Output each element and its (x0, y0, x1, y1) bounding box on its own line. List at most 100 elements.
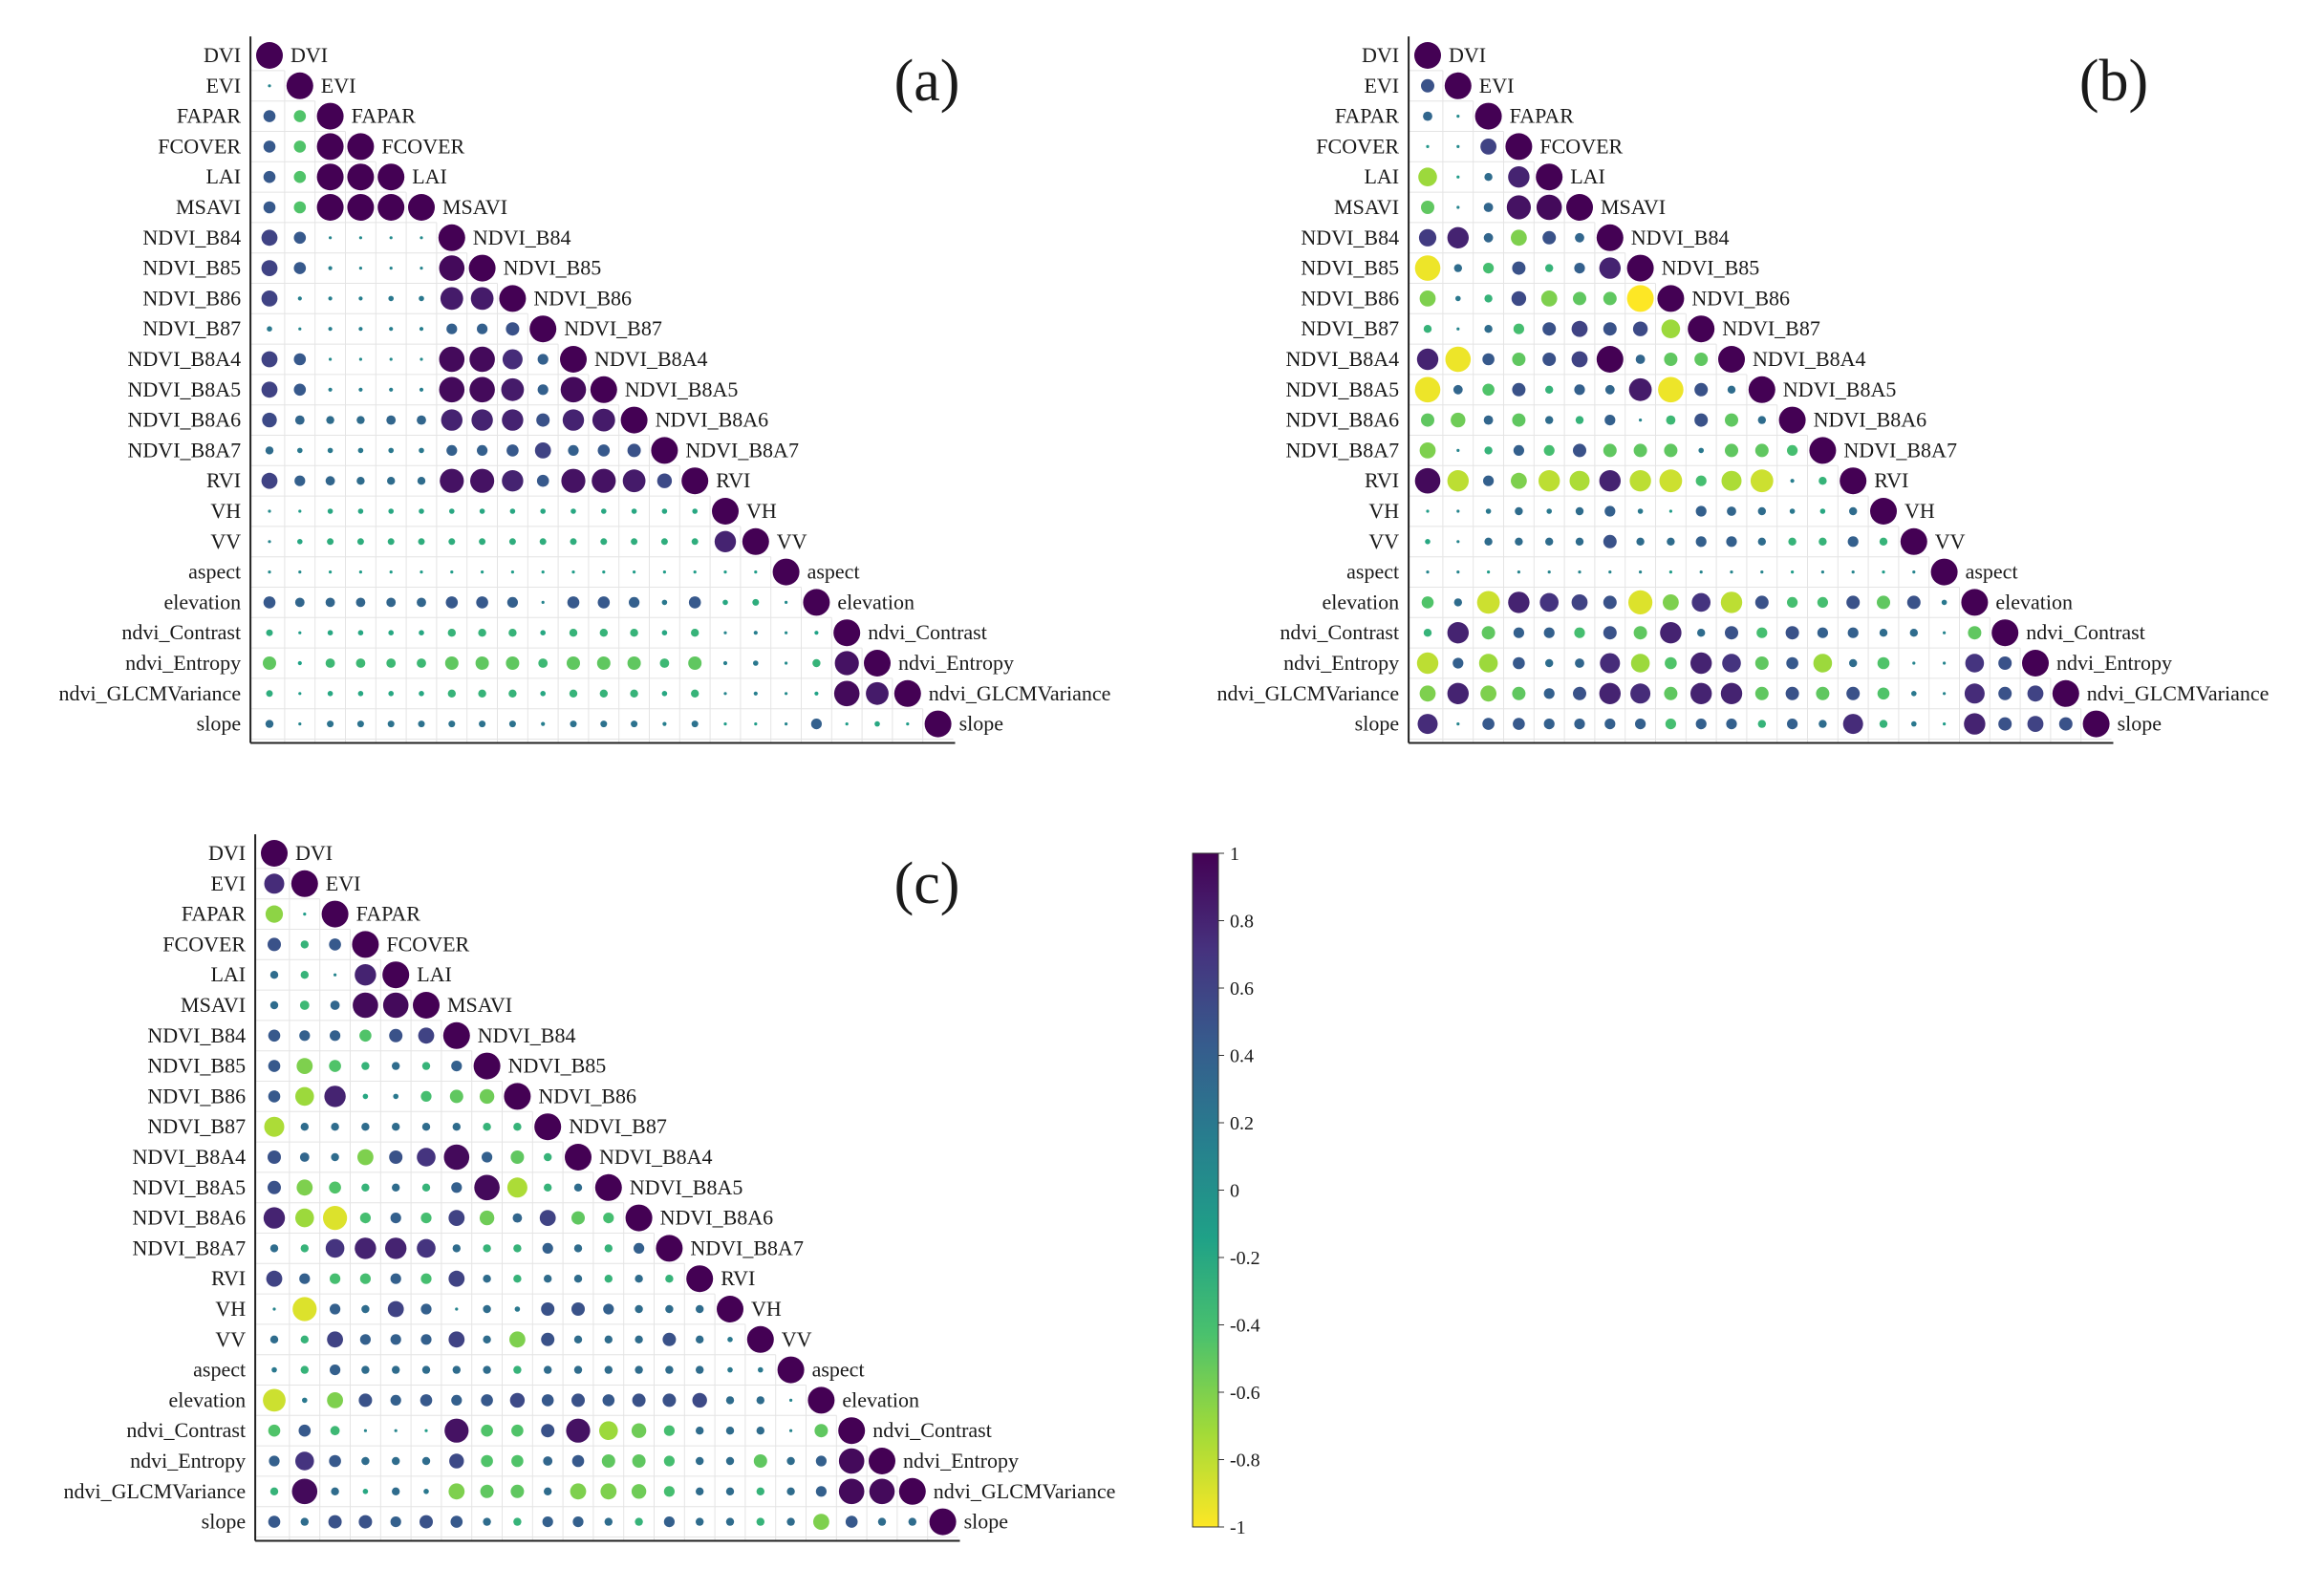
corr-cell (511, 1424, 524, 1437)
corr-cell (448, 1483, 465, 1500)
corr-cell (502, 409, 524, 431)
corr-cell (625, 1204, 653, 1232)
corr-cell (268, 1090, 281, 1103)
corr-cell (1423, 629, 1432, 637)
corr-cell (1943, 722, 1947, 726)
diagonal-label: NDVI_B84 (473, 226, 571, 249)
corr-cell (1941, 599, 1947, 606)
corr-cell (390, 1213, 401, 1224)
corr-cell (1508, 591, 1530, 613)
corr-cell (420, 1334, 432, 1345)
corr-cell (627, 443, 641, 458)
corr-cell (1694, 353, 1709, 366)
corr-cell (1664, 353, 1678, 366)
corr-cell (1906, 595, 1921, 610)
row-label: EVI (1364, 74, 1399, 97)
corr-cell (1879, 720, 1888, 728)
corr-cell (753, 660, 759, 666)
row-label: FAPAR (177, 104, 242, 128)
corr-cell (1727, 385, 1736, 394)
corr-cell (506, 1177, 527, 1198)
corr-cell (1842, 714, 1863, 735)
corr-cell (1998, 717, 2012, 731)
corr-cell (1912, 570, 1916, 574)
corr-cell (392, 1456, 400, 1466)
diagonal-label: elevation (837, 590, 915, 613)
corr-cell (508, 689, 517, 698)
corr-cell (1847, 627, 1859, 638)
corr-cell (392, 1123, 400, 1131)
corr-cell (1421, 78, 1434, 93)
corr-cell (421, 1183, 431, 1193)
corr-cell (1483, 475, 1495, 486)
diagonal-label: FCOVER (386, 932, 469, 956)
corr-cell (420, 1515, 433, 1529)
corr-cell (331, 1487, 339, 1496)
corr-cell (604, 1517, 613, 1526)
row-label: EVI (210, 871, 246, 895)
corr-cell (1785, 626, 1799, 640)
corr-cell (1423, 111, 1432, 121)
corr-cell (334, 973, 337, 977)
corr-cell (661, 508, 668, 514)
corr-cell (268, 1029, 281, 1042)
corr-cell (631, 1484, 647, 1499)
corr-cell (1909, 629, 1919, 637)
corr-cell (600, 538, 608, 546)
panel-label: (b) (2079, 49, 2148, 114)
corr-cell (298, 722, 302, 726)
corr-cell (476, 596, 488, 609)
corr-cell (475, 656, 489, 670)
corr-cell (1748, 376, 1775, 403)
corr-cell (1456, 722, 1460, 726)
corr-cell (1542, 230, 1557, 245)
corr-cell (1511, 290, 1527, 307)
corr-cell (1540, 290, 1558, 307)
corr-cell (756, 1396, 764, 1405)
corr-cell (1720, 682, 1743, 704)
colorbar-tick-label: -0.8 (1230, 1451, 1260, 1472)
corr-cell (789, 1429, 793, 1432)
corr-cell (1604, 719, 1616, 730)
corr-cell (449, 1453, 464, 1469)
corr-cell (536, 474, 549, 487)
corr-cell (1599, 470, 1622, 492)
corr-cell (604, 1365, 613, 1374)
corr-cell (631, 1423, 647, 1438)
corr-cell (534, 1113, 562, 1141)
corr-cell (300, 1244, 309, 1253)
corr-cell (439, 376, 465, 403)
row-label: elevation (163, 590, 241, 613)
corr-cell (268, 1424, 281, 1437)
corr-cell (814, 1424, 828, 1438)
corr-cell (347, 194, 375, 221)
corr-cell (261, 472, 278, 489)
diagonal-label: NDVI_B87 (564, 316, 662, 340)
corr-cell (604, 1275, 613, 1283)
corr-cell (298, 692, 302, 696)
corr-cell (356, 538, 364, 546)
corr-cell (265, 446, 274, 455)
corr-cell (479, 508, 485, 514)
corr-cell (814, 631, 819, 635)
corr-cell (1968, 626, 1982, 640)
corr-cell (696, 1487, 704, 1496)
corr-cell (1718, 346, 1745, 373)
corr-cell (1637, 508, 1644, 514)
corr-cell (358, 327, 363, 332)
corr-cell (663, 1455, 676, 1467)
corr-cell (1483, 232, 1494, 243)
row-label: DVI (208, 841, 246, 865)
corr-cell (421, 1123, 431, 1131)
corr-cell (569, 629, 578, 637)
corr-cell (1722, 654, 1741, 673)
corr-cell (1536, 163, 1563, 191)
corr-cell (298, 1424, 312, 1437)
corr-cell (603, 1303, 614, 1315)
row-label: NDVI_B8A7 (133, 1236, 247, 1259)
corr-cell (390, 1273, 401, 1284)
corr-cell (327, 538, 334, 546)
corr-cell (389, 327, 394, 332)
corr-cell (1659, 469, 1683, 493)
diagonal-label: ndvi_Entropy (898, 651, 1014, 675)
